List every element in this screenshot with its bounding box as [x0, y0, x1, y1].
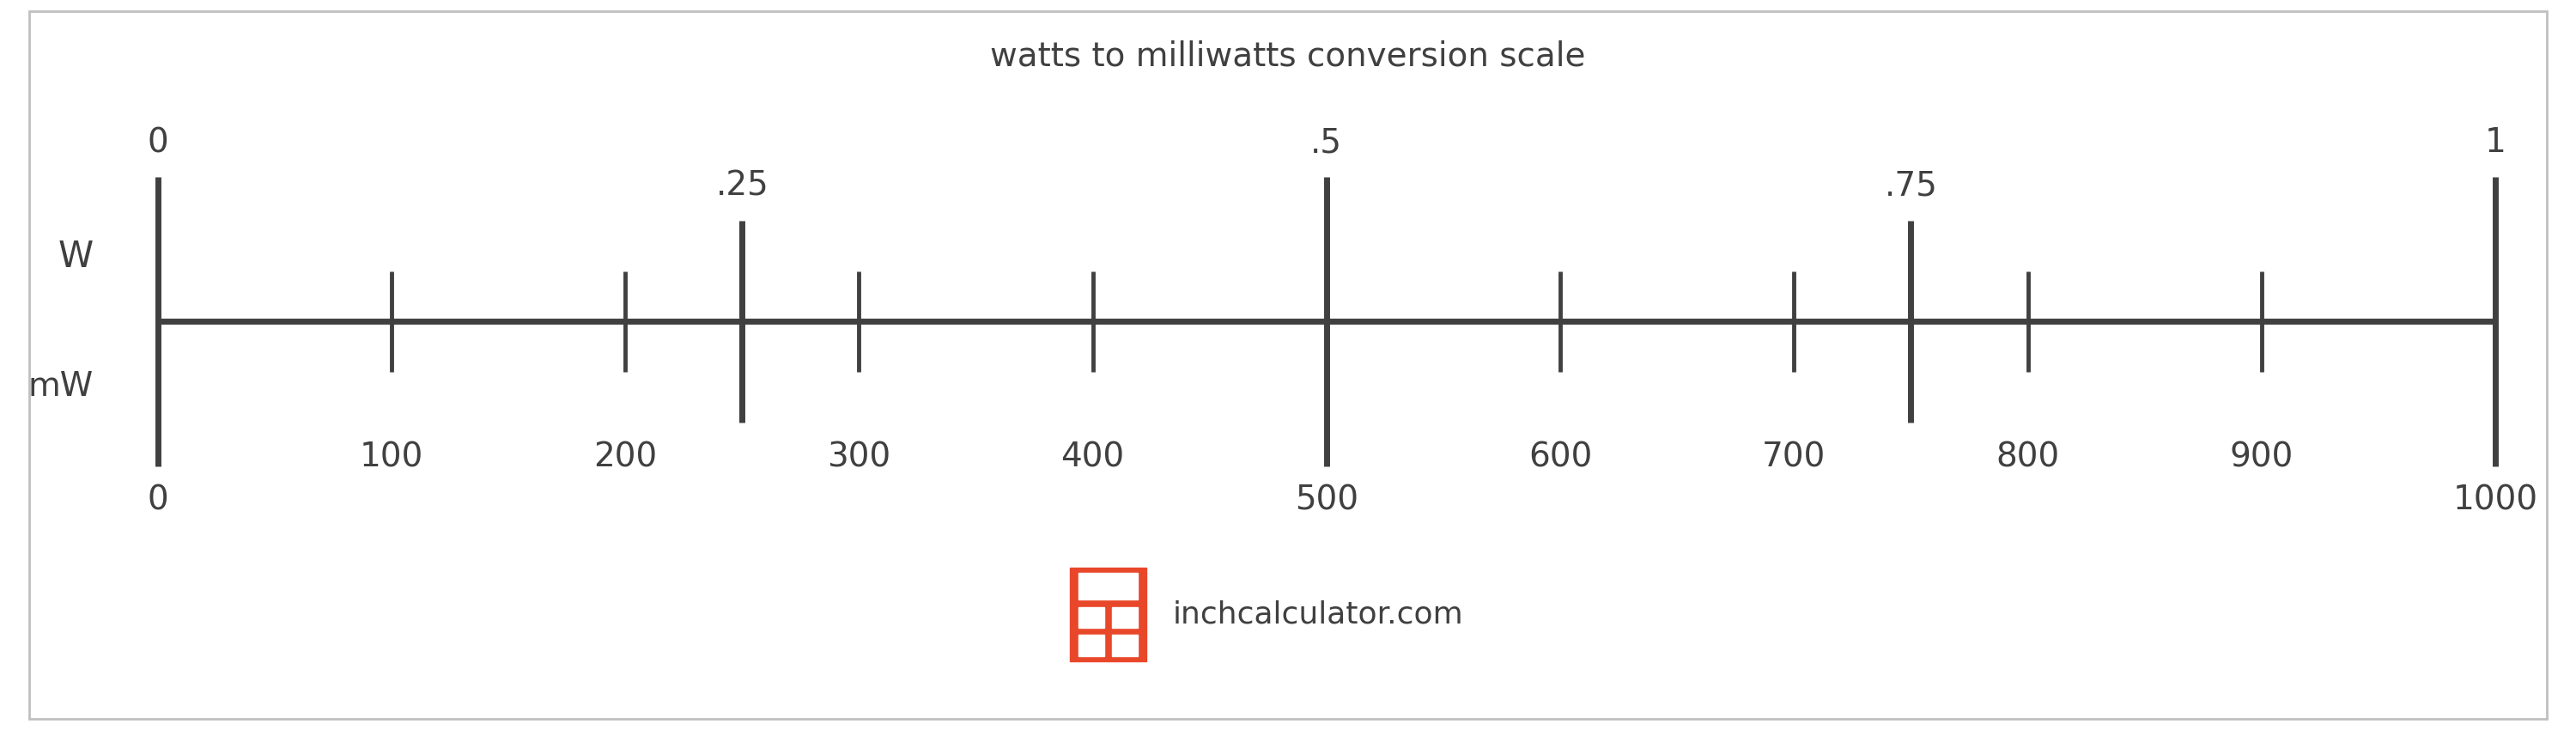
- Text: inchcalculator.com: inchcalculator.com: [1172, 600, 1463, 629]
- Text: 0: 0: [147, 484, 167, 517]
- Text: 1000: 1000: [2452, 484, 2537, 517]
- Text: mW: mW: [28, 370, 93, 403]
- FancyBboxPatch shape: [1113, 607, 1139, 628]
- Text: W: W: [59, 239, 93, 274]
- FancyBboxPatch shape: [1079, 635, 1105, 656]
- FancyBboxPatch shape: [1113, 635, 1139, 656]
- FancyBboxPatch shape: [1079, 607, 1105, 628]
- Text: 700: 700: [1762, 441, 1826, 474]
- Text: watts to milliwatts conversion scale: watts to milliwatts conversion scale: [989, 39, 1587, 72]
- Text: 900: 900: [2231, 441, 2293, 474]
- Text: 1: 1: [2486, 126, 2506, 159]
- Text: 500: 500: [1296, 484, 1358, 517]
- Text: 400: 400: [1061, 441, 1126, 474]
- Text: 100: 100: [361, 441, 422, 474]
- Text: 200: 200: [592, 441, 657, 474]
- Text: .75: .75: [1886, 169, 1937, 202]
- FancyBboxPatch shape: [1069, 567, 1146, 661]
- FancyBboxPatch shape: [1079, 573, 1139, 599]
- Text: .5: .5: [1311, 126, 1342, 159]
- Text: .25: .25: [716, 169, 768, 202]
- Text: 600: 600: [1528, 441, 1592, 474]
- Text: 300: 300: [827, 441, 891, 474]
- Text: 800: 800: [1996, 441, 2061, 474]
- Text: 0: 0: [147, 126, 167, 159]
